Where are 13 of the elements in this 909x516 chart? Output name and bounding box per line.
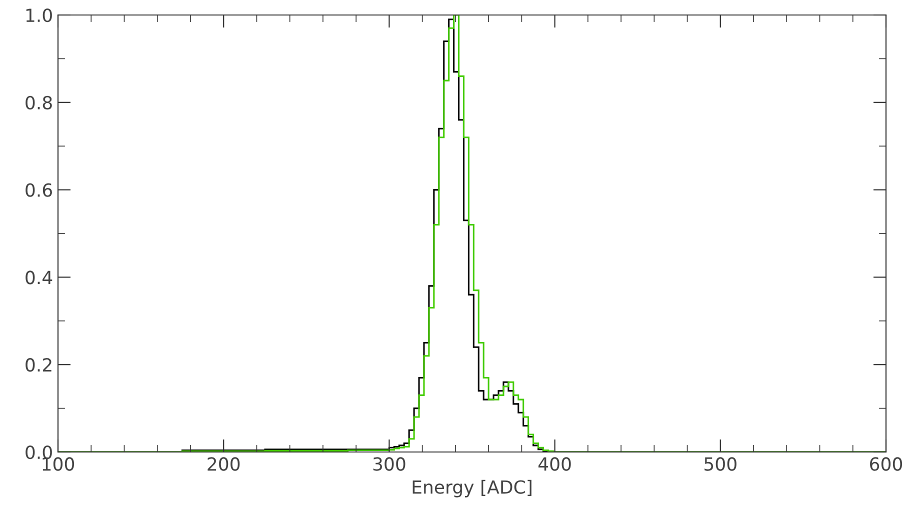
y-tick-label: 0.8 xyxy=(26,96,52,110)
x-tick-label: 200 xyxy=(208,457,240,471)
x-tick-label: 300 xyxy=(373,457,406,471)
x-tick-label: 400 xyxy=(538,457,571,471)
y-tick-label: 0.2 xyxy=(26,358,52,372)
y-tick-label: 0.4 xyxy=(26,270,52,284)
x-axis-title: Energy [ADC] xyxy=(412,480,532,498)
y-tick-label: 0.6 xyxy=(26,183,52,197)
y-tick-label: 0.0 xyxy=(26,445,52,460)
x-tick-label: 100 xyxy=(42,457,74,471)
x-tick-label: 600 xyxy=(870,457,902,471)
x-tick-label: 500 xyxy=(704,457,736,471)
y-tick-label: 1.0 xyxy=(26,8,52,22)
